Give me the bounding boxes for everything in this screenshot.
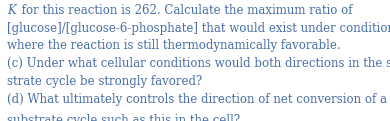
Text: K: K <box>7 4 16 17</box>
Text: where the reaction is still thermodynamically favorable.: where the reaction is still thermodynami… <box>7 39 340 52</box>
Text: [glucose]/[glucose-6-phosphate] that would exist under conditions: [glucose]/[glucose-6-phosphate] that wou… <box>7 22 390 34</box>
Text: for this reaction is 262. Calculate the maximum ratio of: for this reaction is 262. Calculate the … <box>18 4 353 17</box>
Text: substrate cycle such as this in the cell?: substrate cycle such as this in the cell… <box>7 114 240 121</box>
Text: strate cycle be strongly favored?: strate cycle be strongly favored? <box>7 75 202 88</box>
Text: (d) What ultimately controls the direction of net conversion of a: (d) What ultimately controls the directi… <box>7 93 387 106</box>
Text: (c) Under what cellular conditions would both directions in the sub-: (c) Under what cellular conditions would… <box>7 57 390 70</box>
